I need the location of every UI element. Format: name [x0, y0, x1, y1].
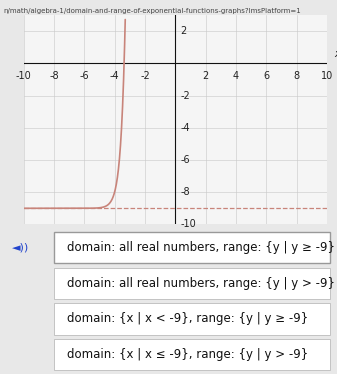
Text: -6: -6 [181, 155, 190, 165]
Text: -10: -10 [181, 220, 196, 229]
Text: 2: 2 [203, 71, 209, 82]
Text: -8: -8 [49, 71, 59, 82]
Text: n/math/algebra-1/domain-and-range-of-exponential-functions-graphs?ImsPlatform=1: n/math/algebra-1/domain-and-range-of-exp… [3, 8, 301, 14]
Text: -8: -8 [181, 187, 190, 197]
Text: 8: 8 [294, 71, 300, 82]
Text: domain: all real numbers, range: {y | y > -9}: domain: all real numbers, range: {y | y … [67, 277, 335, 290]
Text: domain: {x | x < -9}, range: {y | y ≥ -9}: domain: {x | x < -9}, range: {y | y ≥ -9… [67, 312, 309, 325]
Text: 10: 10 [321, 71, 333, 82]
Text: domain: all real numbers, range: {y | y ≥ -9}: domain: all real numbers, range: {y | y … [67, 241, 335, 254]
Text: -2: -2 [140, 71, 150, 82]
Text: 2: 2 [181, 26, 187, 36]
Text: 4: 4 [233, 71, 239, 82]
Text: x: x [334, 49, 337, 59]
Text: -2: -2 [181, 91, 190, 101]
Text: -4: -4 [181, 123, 190, 133]
Text: -6: -6 [80, 71, 89, 82]
Text: ◄)): ◄)) [11, 242, 29, 252]
Text: 6: 6 [263, 71, 269, 82]
Text: domain: {x | x ≤ -9}, range: {y | y > -9}: domain: {x | x ≤ -9}, range: {y | y > -9… [67, 348, 309, 361]
Text: -10: -10 [16, 71, 31, 82]
Text: -4: -4 [110, 71, 119, 82]
